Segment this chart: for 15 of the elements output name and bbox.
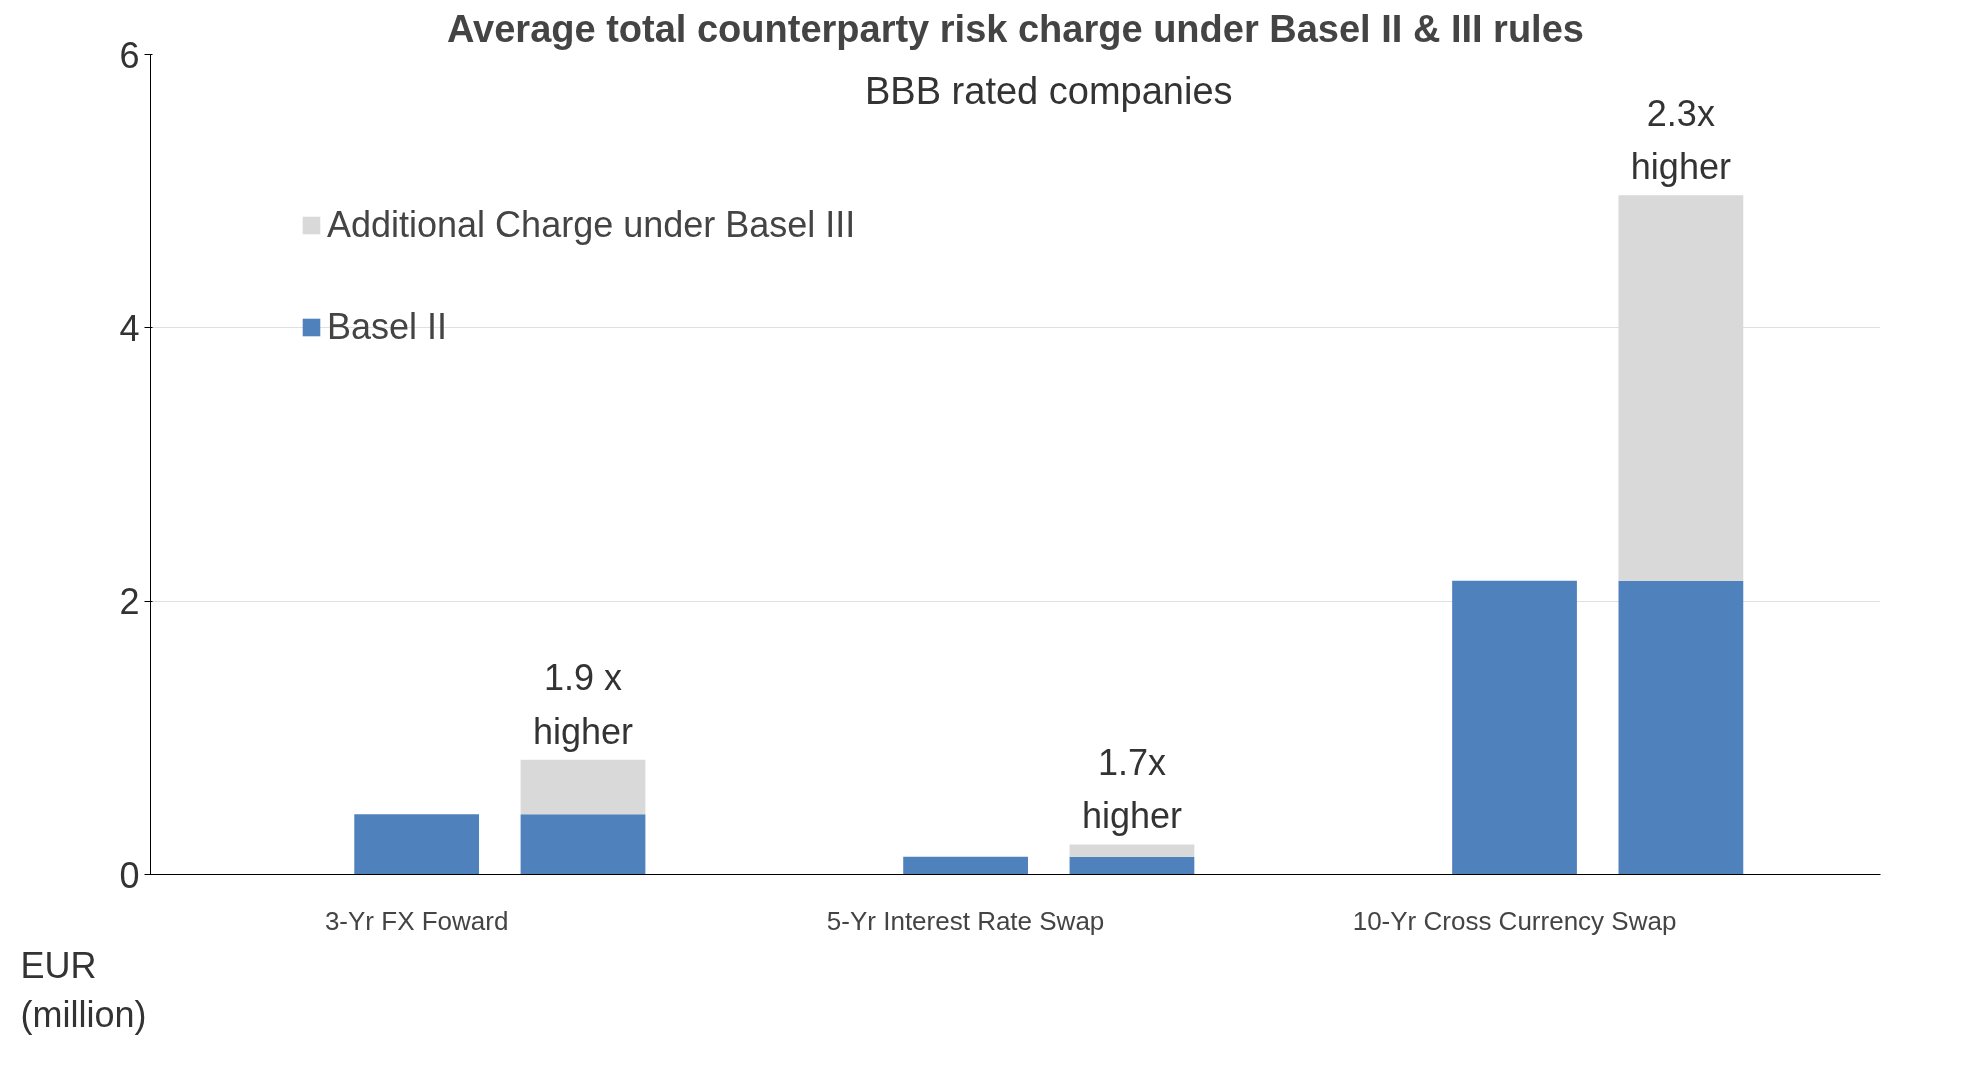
y-axis-title: EUR (million) — [20, 945, 147, 1036]
y-tick-label: 6 — [119, 34, 140, 76]
y-tick-label: 2 — [119, 581, 140, 623]
x-tick-label: 10-Yr Cross Currency Swap — [1352, 905, 1677, 936]
legend-label: Additional Charge under Basel III — [327, 204, 856, 246]
chart-subtitle: BBB rated companies — [865, 69, 1233, 112]
y-tick-label: 0 — [119, 854, 140, 896]
legend-label: Basel II — [327, 306, 448, 348]
x-tick-label: 5-Yr Interest Rate Swap — [826, 905, 1105, 936]
chart-title: Average total counterparty risk charge under Basel II & III rules — [447, 7, 1584, 50]
annotation: 1.9 x higher — [532, 657, 634, 752]
annotation: 1.7x higher — [1081, 742, 1182, 837]
x-tick-label: 3-Yr FX Foward — [324, 905, 509, 936]
annotation: 2.3x higher — [1630, 92, 1731, 188]
y-tick-label: 4 — [119, 307, 140, 349]
